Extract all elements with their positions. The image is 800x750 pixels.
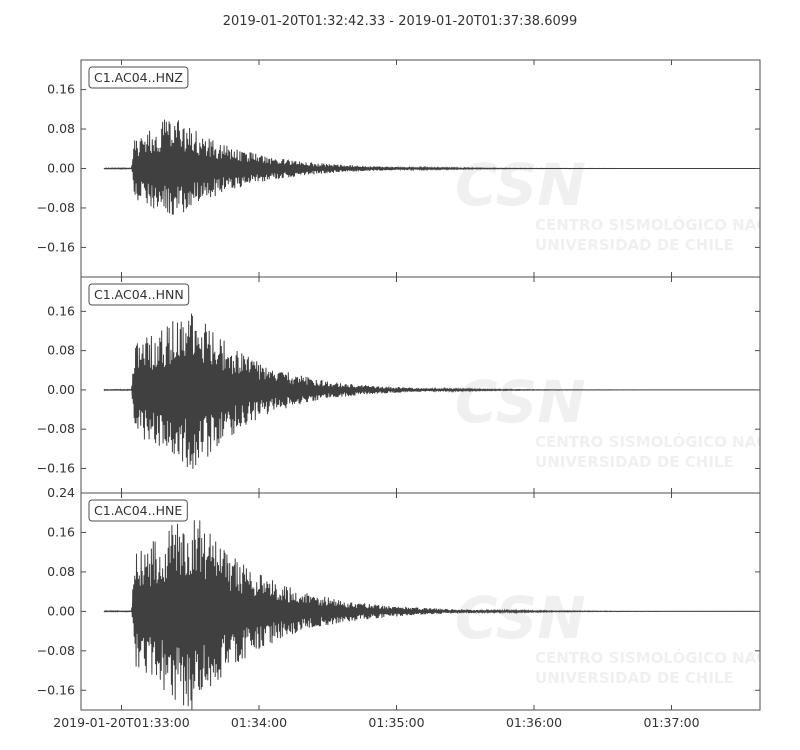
watermark-logo: CSN xyxy=(455,151,586,219)
x-tick-label: 01:36:00 xyxy=(506,715,562,730)
y-tick-label: −0.08 xyxy=(37,200,75,215)
watermark-logo: CSN xyxy=(455,368,586,436)
y-tick-label: 0.08 xyxy=(47,343,75,358)
watermark-line: CENTRO SISMOLÓGICO NACIONAL xyxy=(535,215,800,234)
y-tick-label: −0.08 xyxy=(37,421,75,436)
figure-title: 2019-01-20T01:32:42.33 - 2019-01-20T01:3… xyxy=(223,14,578,29)
y-tick-label: 0.00 xyxy=(47,603,75,618)
station-label-box xyxy=(88,499,188,522)
watermark-line: UNIVERSIDAD DE CHILE xyxy=(535,236,734,254)
y-tick-label: 0.16 xyxy=(47,524,75,539)
y-tick-label: 0.00 xyxy=(47,161,75,176)
y-tick-label: 0.24 xyxy=(47,485,75,500)
x-axis: 2019-01-20T01:33:00 01:34:00 01:35:00 01:36… xyxy=(53,715,699,730)
waveform-trace xyxy=(103,313,756,469)
y-tick-label: 0.16 xyxy=(47,303,75,318)
watermark-line: CENTRO SISMOLÓGICO NACIONAL xyxy=(535,432,800,451)
station-label: C1.AC04..HNZ xyxy=(94,70,183,85)
station-label-box xyxy=(88,283,190,306)
x-tick-label: 01:34:00 xyxy=(231,715,287,730)
x-tick-label: 2019-01-20T01:33:00 xyxy=(53,715,189,730)
watermark-logo: CSN xyxy=(455,584,586,652)
y-tick-label: −0.16 xyxy=(37,682,75,697)
y-tick-label: −0.08 xyxy=(37,643,75,658)
waveform-trace xyxy=(103,119,756,215)
watermark-line: UNIVERSIDAD DE CHILE xyxy=(535,453,734,471)
y-tick-label: 0.16 xyxy=(47,82,75,97)
x-tick-label: 01:37:00 xyxy=(643,715,699,730)
x-tick-label: 01:35:00 xyxy=(368,715,424,730)
y-tick-label: −0.16 xyxy=(37,460,75,475)
station-label-box xyxy=(88,66,189,89)
panel-frame xyxy=(80,492,761,711)
y-tick-label: 0.08 xyxy=(47,121,75,136)
watermark-line: CENTRO SISMOLÓGICO NACIONAL xyxy=(535,648,800,667)
waveform-trace xyxy=(103,520,756,710)
station-label: C1.AC04..HNE xyxy=(94,503,182,518)
y-tick-label: −0.16 xyxy=(37,239,75,254)
station-label: C1.AC04..HNN xyxy=(94,287,184,302)
y-tick-label: 0.08 xyxy=(47,564,75,579)
watermark-line: UNIVERSIDAD DE CHILE xyxy=(535,669,734,687)
y-tick-label: 0.00 xyxy=(47,382,75,397)
